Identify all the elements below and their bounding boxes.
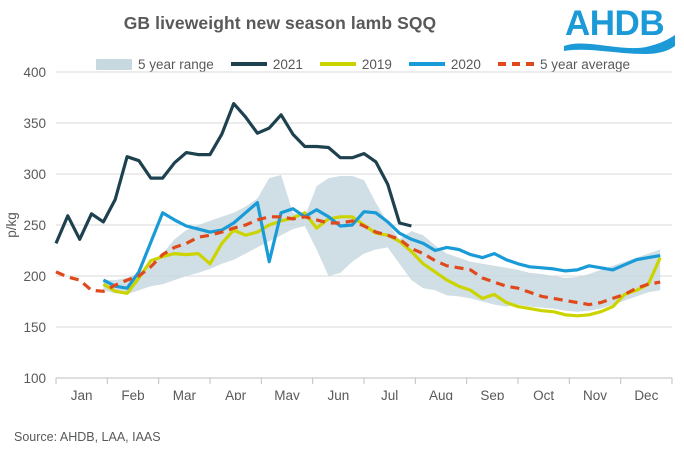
wave-icon	[564, 35, 675, 54]
y-tick-label: 350	[23, 116, 46, 131]
x-tick-label: Jan	[71, 388, 93, 400]
legend-item-2020[interactable]: 2020	[408, 56, 481, 72]
x-tick-label: Apr	[225, 388, 247, 400]
y-axis-title: p/kg	[4, 212, 19, 238]
series-5-year-range	[103, 175, 661, 312]
legend-item-2019[interactable]: 2019	[319, 56, 392, 72]
page-title: GB liveweight new season lamb SQQ	[123, 13, 437, 33]
x-tick-label: May	[274, 388, 300, 400]
x-tick-label: Feb	[121, 388, 144, 400]
series-line-2019	[102, 211, 662, 318]
ahdb-logo-text: AHDB	[565, 4, 664, 43]
y-axis-title-label: p/kg	[4, 212, 19, 238]
legend-label: 5 year range	[138, 56, 214, 72]
legend-item-5-year-range[interactable]: 5 year range	[96, 57, 214, 72]
x-tick-label: Oct	[533, 388, 554, 400]
series-line-2020	[102, 201, 661, 290]
legend-label: 2019	[361, 56, 392, 72]
x-tick-label: Jul	[381, 388, 398, 400]
legend-item-5-year-average[interactable]: 5 year average	[497, 56, 631, 72]
y-tick-label: 300	[23, 167, 46, 182]
source-note: Source: AHDB, LAA, IAAS	[14, 430, 161, 444]
y-tick-label: 200	[23, 269, 46, 284]
legend-label: 5 year average	[539, 56, 631, 72]
x-tick-label: Dec	[634, 388, 658, 400]
legend-swatch-dashed-icon	[497, 62, 534, 66]
series-line-2021	[54, 102, 412, 245]
y-tick-label: 400	[23, 65, 46, 80]
series-lines	[54, 102, 662, 318]
plot-area: 100 150 200 250 300 350 400 Jan Feb Mar Apr May Jun…	[0, 60, 684, 400]
legend-label: 2021	[272, 56, 303, 72]
range-band	[103, 175, 661, 312]
x-axis-ticks: Jan Feb Mar Apr May Jun Jul Aug Sep Oct Nov Dec	[55, 378, 673, 400]
chart-svg: 100 150 200 250 300 350 400 Jan Feb Mar Apr May Jun…	[4, 65, 673, 400]
ahdb-logo: AHDB	[564, 2, 676, 54]
x-tick-label: Jun	[327, 388, 349, 400]
series-line-5-year-average	[55, 215, 661, 307]
y-axis-ticks: 100 150 200 250 300 350 400	[23, 65, 46, 386]
x-tick-label: Aug	[429, 388, 453, 400]
legend-item-2021[interactable]: 2021	[230, 56, 303, 72]
y-tick-label: 100	[23, 371, 46, 386]
legend-swatch-line-icon	[408, 62, 445, 66]
x-tick-label: Sep	[480, 388, 504, 400]
legend-swatch-range-icon	[96, 58, 132, 70]
y-tick-label: 250	[23, 218, 46, 233]
chart-legend: 5 year range 2021 2019 2020 5 year average	[96, 54, 674, 74]
legend-swatch-line-icon	[230, 62, 267, 66]
x-tick-label: Mar	[173, 388, 197, 400]
y-tick-label: 150	[23, 320, 46, 335]
x-tick-label: Nov	[583, 388, 607, 400]
legend-label: 2020	[450, 56, 481, 72]
legend-swatch-line-icon	[319, 62, 356, 66]
